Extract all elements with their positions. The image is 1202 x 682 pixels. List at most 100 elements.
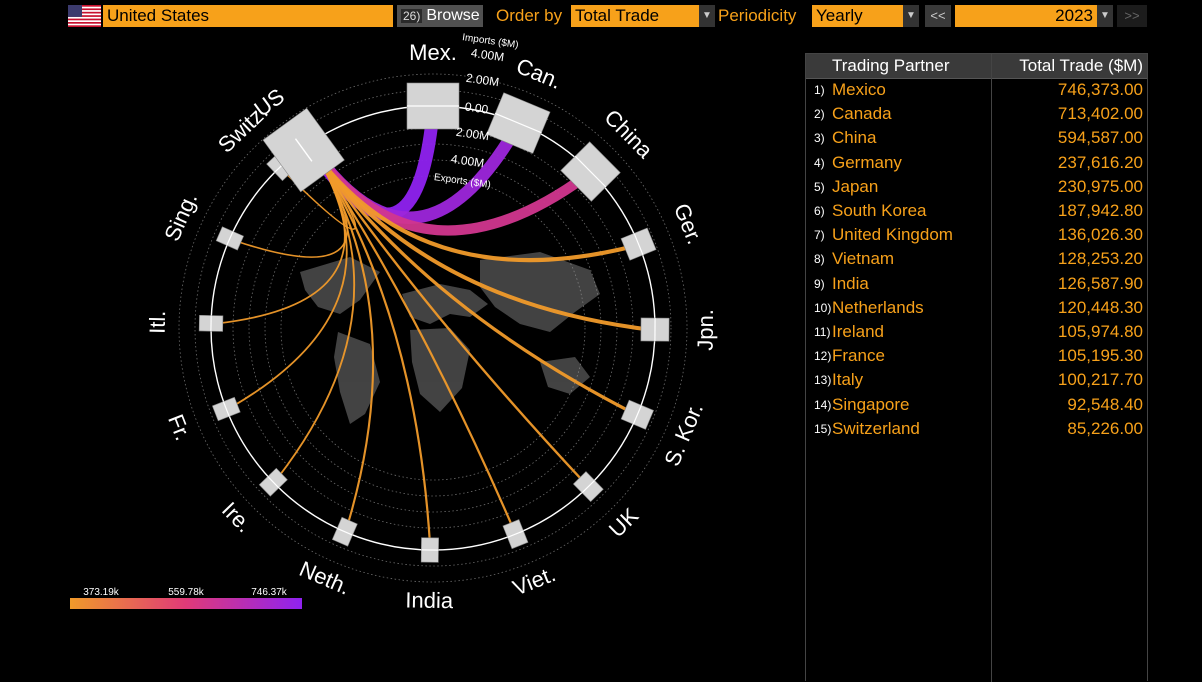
row-partner-name[interactable]: Vietnam: [832, 247, 894, 271]
table-header: Trading Partner Total Trade ($M): [806, 54, 1147, 79]
row-partner-name[interactable]: United Kingdom: [832, 223, 953, 247]
table-row[interactable]: 14)Singapore 92,548.40: [806, 393, 1147, 417]
partner-block[interactable]: [216, 227, 243, 250]
previous-period-button[interactable]: <<: [925, 5, 951, 27]
partner-block[interactable]: [503, 520, 528, 549]
row-total-trade: 126,587.90: [1058, 272, 1143, 296]
order-by-select[interactable]: Total Trade: [571, 5, 699, 27]
partner-label: Sing.: [159, 189, 202, 245]
partner-label: Itl.: [145, 310, 170, 334]
year-dropdown-icon[interactable]: ▼: [1097, 5, 1113, 27]
partner-block[interactable]: [199, 315, 223, 331]
row-partner-name[interactable]: Germany: [832, 151, 902, 175]
partner-block[interactable]: [407, 83, 459, 129]
partner-label: S. Kor.: [659, 399, 708, 470]
row-rank: 6): [814, 199, 825, 223]
row-total-trade: 105,974.80: [1058, 320, 1143, 344]
radial-tick-label: 2.00M: [465, 71, 500, 90]
row-rank: 2): [814, 102, 825, 126]
partner-block[interactable]: [487, 93, 551, 154]
row-rank: 3): [814, 126, 825, 150]
row-rank: 13): [814, 368, 831, 392]
partner-block[interactable]: [212, 397, 240, 420]
country-input[interactable]: United States: [103, 5, 393, 27]
periodicity-select[interactable]: Yearly: [812, 5, 903, 27]
partner-column-header[interactable]: Trading Partner: [832, 54, 949, 78]
partner-block[interactable]: [421, 538, 438, 563]
row-partner-name[interactable]: Italy: [832, 368, 863, 392]
browse-label: Browse: [426, 7, 479, 24]
order-by-dropdown-icon[interactable]: ▼: [699, 5, 715, 27]
row-rank: 7): [814, 223, 825, 247]
row-total-trade: 746,373.00: [1058, 78, 1143, 102]
radial-tick-label: 4.00M: [450, 152, 485, 171]
row-total-trade: 92,548.40: [1067, 393, 1143, 417]
us-flag-icon: [68, 5, 101, 27]
partner-label: Fr.: [163, 411, 196, 444]
periodicity-label: Periodicity: [718, 5, 796, 27]
partner-block[interactable]: [621, 400, 653, 429]
table-row[interactable]: 2) Canada 713,402.00: [806, 102, 1147, 126]
color-scale-tick-label: 559.78k: [168, 587, 205, 598]
row-rank: 12): [814, 344, 831, 368]
row-rank: 10): [814, 296, 831, 320]
next-period-button[interactable]: >>: [1117, 5, 1147, 27]
row-partner-name[interactable]: Switzerland: [832, 417, 920, 441]
partner-block[interactable]: [641, 318, 669, 341]
row-partner-name[interactable]: Netherlands: [832, 296, 924, 320]
partner-label: Jpn.: [693, 309, 718, 351]
row-partner-name[interactable]: India: [832, 272, 869, 296]
row-total-trade: 120,448.30: [1058, 296, 1143, 320]
table-row[interactable]: 10)Netherlands 120,448.30: [806, 296, 1147, 320]
partner-label: Can.: [513, 53, 566, 94]
periodicity-dropdown-icon[interactable]: ▼: [903, 5, 919, 27]
row-rank: 4): [814, 151, 825, 175]
row-rank: 9): [814, 272, 825, 296]
table-row[interactable]: 9) India 126,587.90: [806, 272, 1147, 296]
row-partner-name[interactable]: Ireland: [832, 320, 884, 344]
row-partner-name[interactable]: Singapore: [832, 393, 910, 417]
row-partner-name[interactable]: Canada: [832, 102, 892, 126]
row-rank: 15): [814, 417, 831, 441]
row-total-trade: 128,253.20: [1058, 247, 1143, 271]
radial-tick-label: 2.00M: [455, 125, 490, 144]
partner-label: India: [405, 587, 454, 613]
row-total-trade: 105,195.30: [1058, 344, 1143, 368]
partner-label: Neth.: [296, 556, 354, 600]
row-rank: 1): [814, 78, 825, 102]
browse-count-label: 26): [401, 9, 422, 23]
table-row[interactable]: 1) Mexico 746,373.00: [806, 78, 1147, 102]
table-row[interactable]: 12)France 105,195.30: [806, 344, 1147, 368]
row-partner-name[interactable]: France: [832, 344, 885, 368]
row-rank: 5): [814, 175, 825, 199]
partner-block[interactable]: [332, 517, 357, 546]
radial-tick-label: 4.00M: [470, 46, 505, 65]
row-partner-name[interactable]: Mexico: [832, 78, 886, 102]
order-by-label: Order by: [496, 5, 562, 27]
total-trade-column-header[interactable]: Total Trade ($M): [1019, 54, 1143, 78]
partner-label: Viet.: [509, 561, 559, 600]
trade-chord[interactable]: [278, 156, 355, 478]
year-select[interactable]: 2023: [955, 5, 1097, 27]
partner-label: Mex.: [409, 40, 457, 65]
row-partner-name[interactable]: China: [832, 126, 876, 150]
row-rank: 14): [814, 393, 831, 417]
row-partner-name[interactable]: Japan: [832, 175, 878, 199]
radial-tick-label: 0.00: [464, 99, 489, 116]
row-partner-name[interactable]: South Korea: [832, 199, 927, 223]
browse-button[interactable]: 26) Browse: [397, 5, 483, 27]
trading-partner-table: Trading Partner Total Trade ($M) 1) Mexic…: [805, 53, 1148, 681]
partner-label: China: [599, 105, 658, 164]
row-total-trade: 713,402.00: [1058, 102, 1143, 126]
toolbar: United States 26) Browse Order by Total T…: [0, 0, 1202, 32]
partner-label: Ire.: [217, 497, 257, 537]
